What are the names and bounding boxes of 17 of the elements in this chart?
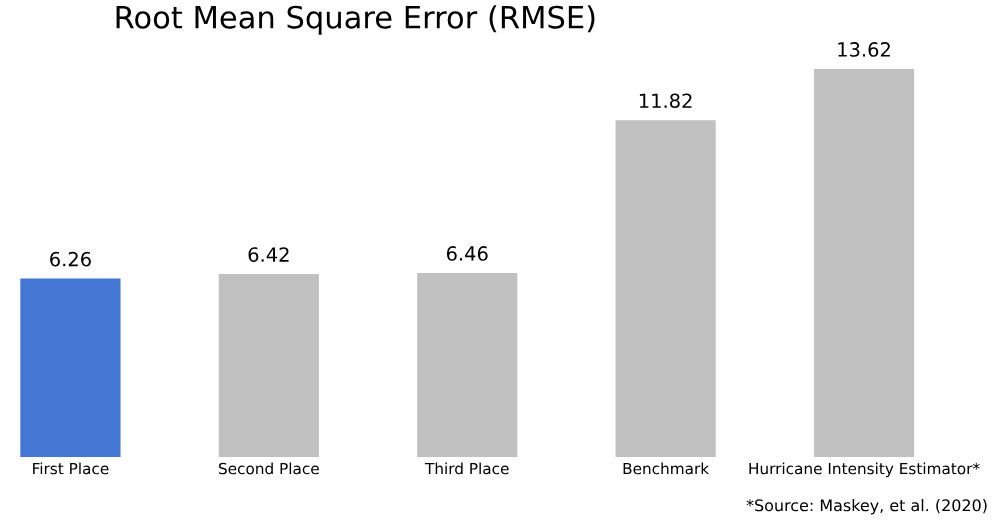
bar [615,120,716,457]
data-label: 6.42 [248,247,289,262]
x-tick-label: Third Place [424,462,509,475]
x-tick-label: Second Place [218,462,319,475]
bar [218,274,319,457]
data-label: 6.46 [446,246,488,261]
text: *Source: Maskey, et al. (2020) [746,498,987,515]
x-tick-label: Hurricane Intensity Estimator* [749,462,980,478]
data-label: 6.26 [50,251,91,267]
bar [20,278,121,457]
x-tick-label: Benchmark [623,462,710,475]
x-tick-label: First Place [33,462,109,475]
chart-title: Root Mean Square Error (RMSE) [116,5,595,35]
bar [813,68,915,457]
data-label: 11.82 [639,93,692,109]
bar [417,272,518,457]
data-label: 13.62 [838,42,890,57]
